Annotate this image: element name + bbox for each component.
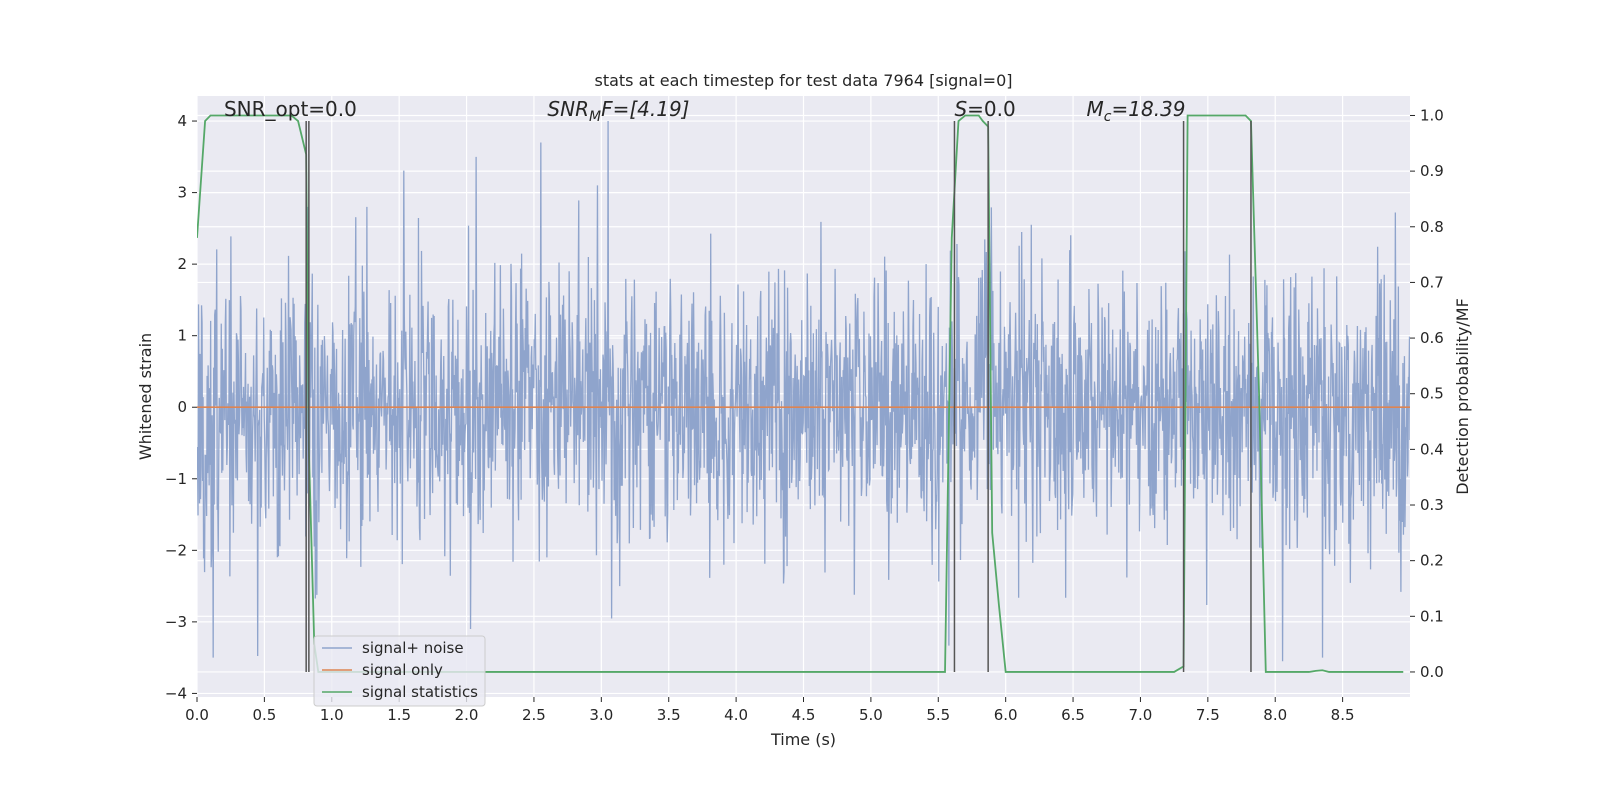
x-tick-label: 8.5 [1331, 706, 1355, 724]
y-tick-label: −1 [165, 470, 187, 488]
x-tick-label: 3.0 [589, 706, 613, 724]
annotation-text: SNR_opt=0.0 [224, 97, 357, 121]
x-tick-label: 2.5 [522, 706, 546, 724]
chart-title: stats at each timestep for test data 796… [594, 71, 1012, 90]
series-signal-statistics-line [197, 114, 1404, 673]
legend-box [313, 635, 486, 707]
y-tick-label: 2 [177, 255, 187, 273]
y-tick-label: −3 [165, 613, 187, 631]
right-y-tick-label: 0.4 [1420, 440, 1444, 458]
x-tick-label: 1.5 [387, 706, 411, 724]
right-y-tick-label: 0.0 [1420, 663, 1444, 681]
x-tick-label: 4.5 [792, 706, 816, 724]
right-y-tick-label: 0.9 [1420, 162, 1444, 180]
legend: signal+ noise signal only signal statist… [313, 635, 486, 707]
y-tick-label: 0 [177, 398, 187, 416]
x-tick-label: 6.0 [994, 706, 1018, 724]
x-axis-label: Time (s) [770, 730, 836, 749]
right-y-tick-labels: 1.0 0.9 0.8 0.7 0.6 0.5 0.4 0.3 0.2 0.1 0.0 [1410, 106, 1444, 681]
x-tick-label: 5.0 [859, 706, 883, 724]
annotation-text: SNRMF=[4.19] [547, 97, 689, 125]
y-tick-label: −2 [165, 541, 187, 559]
right-y-tick-label: 0.5 [1420, 385, 1444, 403]
series-signal-noise-line [197, 121, 1410, 662]
y-tick-label: 1 [177, 327, 187, 345]
x-tick-label: 7.0 [1129, 706, 1153, 724]
x-tick-label: 0.5 [252, 706, 276, 724]
x-tick-label: 5.5 [926, 706, 950, 724]
y-axis-label: Whitened strain [136, 333, 155, 460]
y-tick-label: 3 [177, 184, 187, 202]
y-tick-labels: 4 3 2 1 0 −1 −2 −3 −4 [165, 112, 197, 702]
series-layer [197, 114, 1410, 673]
annotation-text: Mc=18.39 [1087, 97, 1186, 125]
x-tick-label: 3.5 [657, 706, 681, 724]
vertical-marker-lines [305, 121, 1252, 672]
legend-entry-signal-statistics: signal statistics [362, 683, 478, 701]
x-tick-label: 8.0 [1263, 706, 1287, 724]
right-y-tick-label: 1.0 [1420, 106, 1444, 124]
x-tick-label: 4.0 [724, 706, 748, 724]
right-y-tick-label: 0.7 [1420, 273, 1444, 291]
annotations: SNR_opt=0.0 SNRMF=[4.19] S=0.0 Mc=18.39 [224, 97, 1186, 125]
right-y-tick-label: 0.8 [1420, 218, 1444, 236]
right-y-tick-label: 0.6 [1420, 329, 1444, 347]
right-y-tick-label: 0.3 [1420, 496, 1444, 514]
plot-area [197, 114, 1410, 673]
annotation-text: S=0.0 [954, 97, 1015, 121]
right-y-tick-label: 0.1 [1420, 607, 1444, 625]
x-tick-label: 7.5 [1196, 706, 1220, 724]
right-y-tick-label: 0.2 [1420, 552, 1444, 570]
x-tick-labels: 0.0 0.5 1.0 1.5 2.0 2.5 3.0 3.5 4.0 4.5 5.0 5.5 6.0 6… [185, 697, 1355, 724]
x-tick-label: 0.0 [185, 706, 209, 724]
y-tick-label: 4 [177, 112, 187, 130]
legend-entry-signal-only: signal only [362, 661, 443, 679]
x-tick-label: 1.0 [320, 706, 344, 724]
right-y-axis-label: Detection probability/MF [1453, 298, 1472, 495]
y-tick-label: −4 [165, 684, 187, 702]
legend-entry-signal-noise: signal+ noise [362, 639, 464, 657]
x-tick-label: 6.5 [1061, 706, 1085, 724]
x-tick-label: 2.0 [455, 706, 479, 724]
